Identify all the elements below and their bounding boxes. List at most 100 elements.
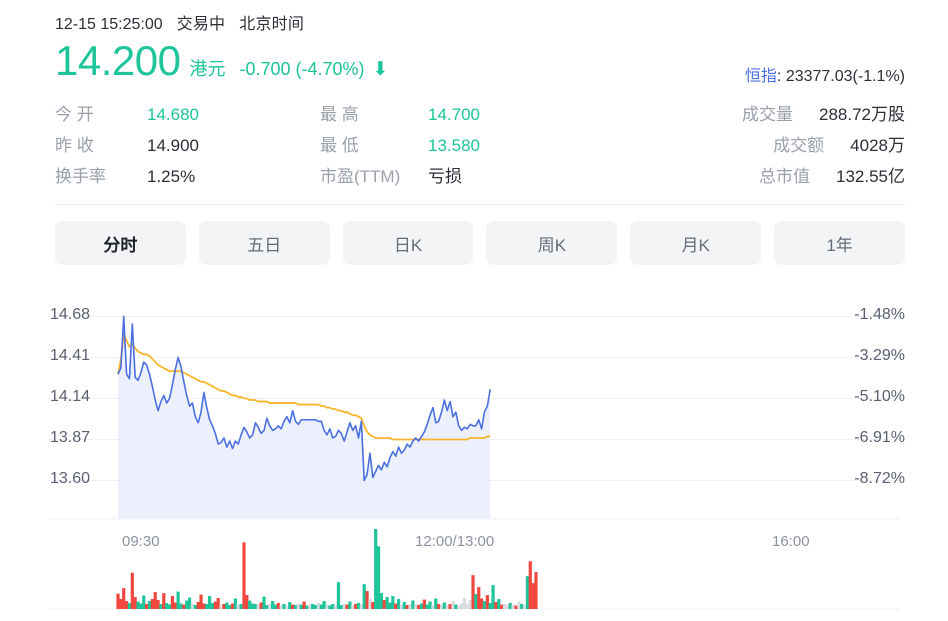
- volume-bar: [465, 604, 469, 609]
- price-line: [117, 315, 491, 482]
- intraday-chart[interactable]: [0, 279, 948, 621]
- stat-label: 市盈(TTM): [320, 167, 401, 186]
- volume-bar: [336, 582, 341, 609]
- volume-bar: [368, 599, 372, 609]
- volume-bar: [276, 603, 280, 609]
- tab-1[interactable]: 分时: [55, 221, 186, 265]
- volume-bar: [391, 596, 395, 609]
- x-axis-tick: 09:30: [122, 533, 160, 550]
- stat-cell: 最 高 14.700: [320, 100, 620, 125]
- tab-3[interactable]: 日K: [342, 221, 474, 265]
- stat-value: 13.580: [428, 136, 480, 155]
- volume-bar: [482, 601, 487, 609]
- hang-seng-index[interactable]: 恒指: 23377.03(-1.1%): [745, 62, 905, 86]
- volume-bar: [331, 604, 335, 609]
- volume-bar: [285, 605, 289, 609]
- stat-label: 总市值: [759, 167, 810, 186]
- stat-label: 昨 收: [55, 136, 94, 155]
- tab-4[interactable]: 周K: [486, 221, 618, 265]
- volume-bar: [259, 602, 263, 609]
- volume-bar: [379, 593, 383, 609]
- volume-bar: [411, 600, 415, 609]
- volume-bar: [165, 603, 169, 609]
- volume-bar: [242, 542, 246, 609]
- volume-bar: [299, 604, 303, 609]
- volume-bar: [236, 604, 240, 609]
- stat-cell: 最 低 13.580: [320, 131, 620, 156]
- volume-bar: [434, 598, 438, 609]
- stat-value: 4028万: [850, 136, 905, 155]
- stat-value: 1.25%: [147, 167, 196, 186]
- stat-label: 今 开: [55, 105, 94, 124]
- volume-bar: [322, 601, 326, 609]
- volume-bar: [359, 604, 363, 609]
- volume-bar: [190, 604, 195, 609]
- chart-area[interactable]: 14.68 14.41 14.14 13.87 13.60 -1.48% -3.29% -5.…: [0, 279, 948, 621]
- tab-6[interactable]: 1年: [774, 221, 905, 265]
- volume-bar: [422, 599, 426, 609]
- volume-bar: [428, 601, 432, 609]
- volume-bar: [145, 604, 149, 609]
- quote-meta-row: 12-15 15:25:00 交易中 北京时间: [55, 10, 948, 34]
- tab-label: 日K: [393, 235, 423, 255]
- volume-bar: [354, 604, 358, 609]
- y-axis-label-left: 14.14: [50, 387, 91, 405]
- index-value: : 23377.03(-1.1%): [776, 68, 905, 85]
- y-axis-label-left: 13.87: [50, 428, 91, 446]
- volume-bar: [199, 594, 203, 609]
- tab-label: 月K: [681, 235, 710, 255]
- volume-bar: [417, 605, 421, 609]
- volume-bar: [265, 605, 269, 609]
- volume-bar: [250, 603, 255, 609]
- volume-bar: [405, 605, 409, 609]
- volume-bar: [202, 603, 206, 609]
- volume-bar: [362, 584, 366, 609]
- stat-value: 亏损: [428, 167, 462, 186]
- volume-bar: [268, 604, 272, 609]
- volume-bar: [514, 605, 518, 609]
- volume-bar: [345, 604, 349, 609]
- volume-bar: [500, 604, 504, 609]
- volume-bar: [342, 603, 346, 609]
- tab-2[interactable]: 五日: [198, 221, 330, 265]
- volume-bar: [139, 603, 143, 609]
- tab-label: 周K: [537, 235, 567, 255]
- last-price: 14.200: [55, 37, 181, 84]
- tab-label: 分时: [103, 235, 138, 255]
- volume-bar: [153, 592, 157, 609]
- volume-bar: [219, 604, 223, 609]
- volume-bar: [293, 605, 298, 609]
- volume-bar: [339, 605, 343, 609]
- volume-bar: [222, 604, 226, 609]
- volume-bar: [205, 604, 209, 609]
- volume-bar: [333, 604, 338, 609]
- stat-cell: 今 开 14.680: [55, 100, 320, 125]
- volume-bar: [534, 572, 538, 609]
- volume-bar: [531, 583, 535, 609]
- volume-bar: [305, 605, 309, 609]
- tab-5[interactable]: 月K: [630, 221, 762, 265]
- volume-bar: [156, 600, 160, 609]
- y-axis-label-left: 14.41: [50, 346, 91, 364]
- volume-bar: [182, 604, 186, 609]
- volume-bar: [457, 605, 461, 609]
- volume-bar: [316, 603, 321, 609]
- volume-bar: [497, 599, 501, 609]
- volume-bar: [210, 603, 215, 609]
- market-status: 交易中: [176, 16, 226, 33]
- volume-bar: [116, 593, 120, 609]
- volume-bar: [491, 585, 495, 609]
- y-axis-label-right: -1.48%: [854, 305, 905, 323]
- volume-bar: [388, 602, 392, 609]
- x-axis-tick: 16:00: [772, 533, 810, 550]
- volume-bar: [451, 601, 455, 609]
- y-axis-label-left: 14.68: [50, 305, 91, 323]
- volume-bar: [474, 594, 478, 609]
- stat-value: 14.680: [147, 105, 199, 124]
- stats-grid: 今 开 14.680 最 高 14.700 成交量 288.72万股昨 收 14.900 最 …: [0, 100, 948, 187]
- y-axis-label-right: -8.72%: [854, 469, 905, 487]
- volume-bar: [394, 603, 398, 609]
- volume-bar: [459, 603, 464, 609]
- volume-bar: [173, 602, 177, 609]
- volume-bar: [262, 596, 266, 609]
